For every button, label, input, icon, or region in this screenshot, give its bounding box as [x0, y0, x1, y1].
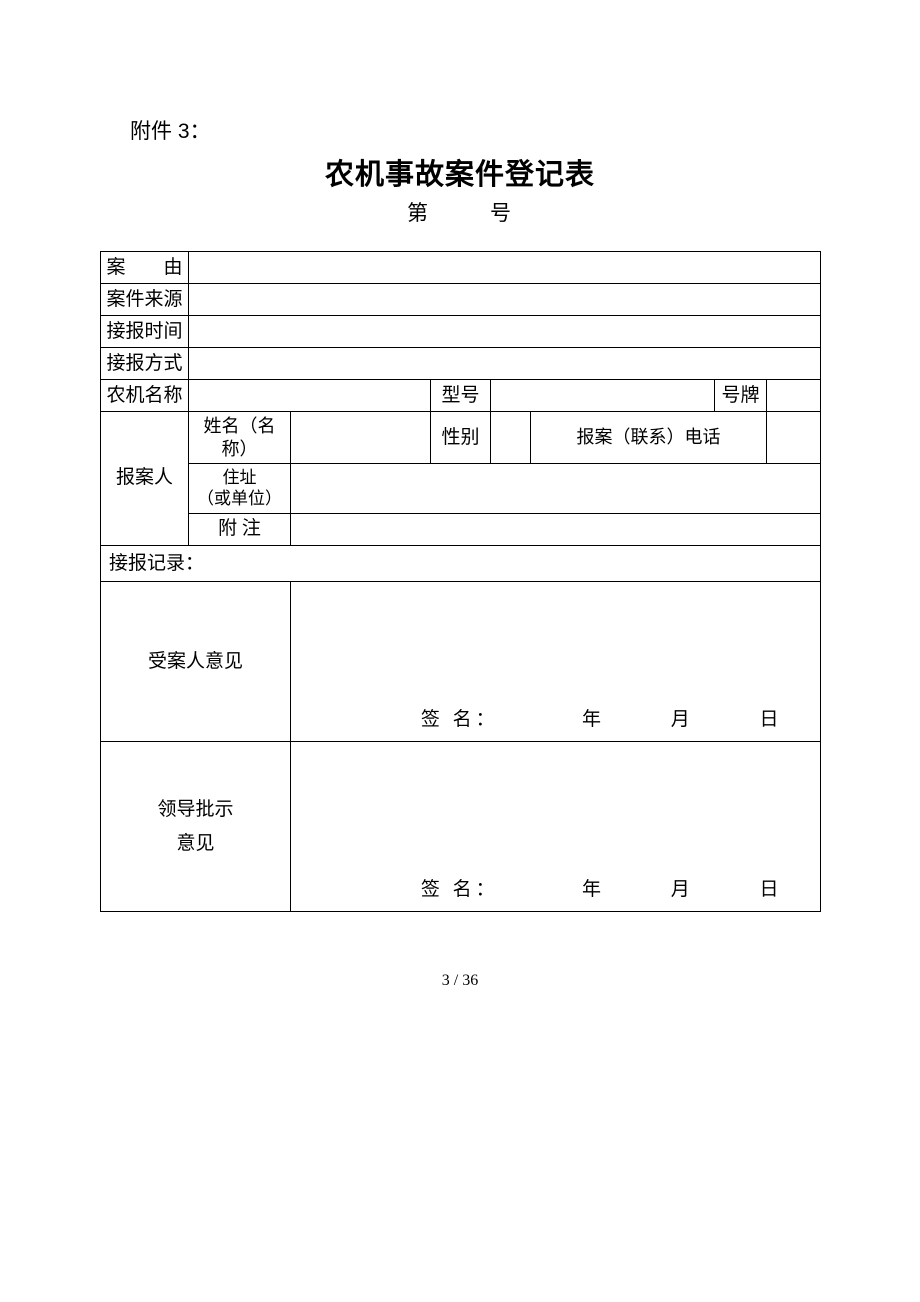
registration-table: 案 由 案件来源 接报时间 接报方式 农机名称 型号 号牌 报案人 姓名（名称） [100, 251, 821, 912]
acceptor-opinion-cell[interactable]: 签 名： 年 月 日 [291, 582, 821, 742]
form-title: 农机事故案件登记表 [100, 151, 820, 193]
attachment-label: 附件 3： [130, 115, 820, 145]
leader-signature-line: 签 名： 年 月 日 [291, 878, 820, 902]
form-number-line: 第号 [100, 197, 820, 227]
value-contact-phone[interactable] [767, 412, 821, 464]
label-name: 姓名（名称） [189, 412, 291, 464]
value-plate[interactable] [767, 380, 821, 412]
label-remark: 附 注 [189, 513, 291, 545]
label-reporter: 报案人 [101, 412, 189, 546]
label-year-2: 年 [571, 878, 613, 902]
row-record: 接报记录： [101, 545, 821, 582]
value-reporter-name[interactable] [291, 412, 431, 464]
row-leader-opinion: 领导批示 意见 签 名： 年 月 日 [101, 742, 821, 912]
acceptor-signature-line: 签 名： 年 月 日 [291, 708, 820, 732]
label-day-2: 日 [748, 878, 790, 902]
label-machine-name: 农机名称 [101, 380, 189, 412]
label-acceptor-opinion: 受案人意见 [101, 582, 291, 742]
label-leader-opinion: 领导批示 意见 [101, 742, 291, 912]
label-signature: 签 名： [421, 708, 499, 732]
label-case-source: 案件来源 [101, 284, 189, 316]
value-report-method[interactable] [189, 348, 821, 380]
row-case-cause: 案 由 [101, 252, 821, 284]
label-leader-l2: 意见 [105, 832, 286, 856]
label-month-2: 月 [659, 878, 701, 902]
label-signature-2: 签 名： [421, 878, 499, 902]
page-footer: 3 / 36 [100, 972, 820, 990]
row-acceptor-opinion: 受案人意见 签 名： 年 月 日 [101, 582, 821, 742]
label-case-cause: 案 由 [101, 252, 189, 284]
subtitle-prefix: 第 [407, 201, 430, 225]
label-plate: 号牌 [715, 380, 767, 412]
label-leader-l1: 领导批示 [105, 798, 286, 822]
row-reporter-address: 住址 （或单位） [101, 464, 821, 514]
label-month: 月 [659, 708, 701, 732]
value-case-source[interactable] [189, 284, 821, 316]
label-gender: 性别 [431, 412, 491, 464]
value-case-cause[interactable] [189, 252, 821, 284]
label-record: 接报记录： [109, 553, 204, 574]
value-report-time[interactable] [189, 316, 821, 348]
value-model[interactable] [491, 380, 715, 412]
label-address: 住址 （或单位） [189, 464, 291, 514]
label-year: 年 [571, 708, 613, 732]
label-report-time: 接报时间 [101, 316, 189, 348]
row-reporter-name: 报案人 姓名（名称） 性别 报案（联系）电话 [101, 412, 821, 464]
label-model: 型号 [431, 380, 491, 412]
value-gender[interactable] [491, 412, 531, 464]
row-report-time: 接报时间 [101, 316, 821, 348]
row-reporter-remark: 附 注 [101, 513, 821, 545]
label-contact-phone: 报案（联系）电话 [531, 412, 767, 464]
label-address-l2: （或单位） [193, 488, 286, 509]
leader-opinion-cell[interactable]: 签 名： 年 月 日 [291, 742, 821, 912]
record-cell[interactable]: 接报记录： [101, 545, 821, 582]
value-address[interactable] [291, 464, 821, 514]
label-report-method: 接报方式 [101, 348, 189, 380]
label-day: 日 [748, 708, 790, 732]
subtitle-suffix: 号 [490, 201, 513, 225]
row-machine: 农机名称 型号 号牌 [101, 380, 821, 412]
row-report-method: 接报方式 [101, 348, 821, 380]
value-remark[interactable] [291, 513, 821, 545]
label-address-l1: 住址 [193, 467, 286, 488]
value-machine-name[interactable] [189, 380, 431, 412]
document-page: 附件 3： 农机事故案件登记表 第号 案 由 案件来源 接报时间 [0, 0, 920, 1030]
row-case-source: 案件来源 [101, 284, 821, 316]
